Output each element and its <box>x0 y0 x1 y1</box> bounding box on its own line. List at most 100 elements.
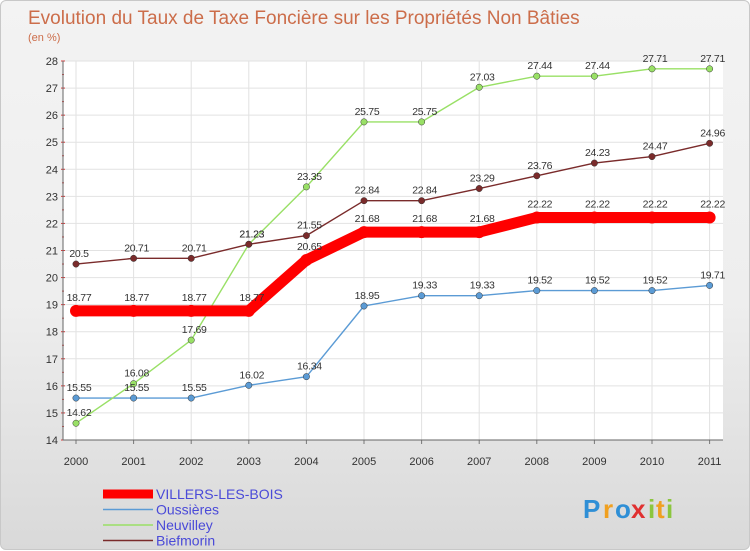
data-point <box>72 394 80 402</box>
x-tick-label: 2005 <box>352 456 376 468</box>
x-tick-label: 2006 <box>409 456 433 468</box>
logo-letter: i <box>666 494 673 524</box>
data-point <box>245 381 253 389</box>
x-tick-label: 2001 <box>121 456 145 468</box>
axes <box>61 60 723 444</box>
y-tick-label: 23 <box>46 191 58 203</box>
x-tick-label: 2011 <box>698 456 722 468</box>
data-point <box>590 287 598 295</box>
chart-subtitle: (en %) <box>28 32 60 44</box>
data-point <box>130 380 138 388</box>
data-point <box>418 197 426 205</box>
legend: VILLERS-LES-BOISOussièresNeuvilleyBiefmo… <box>103 486 283 549</box>
data-point <box>590 159 598 167</box>
x-tick-label: 2003 <box>237 456 261 468</box>
data-label: 27.71 <box>643 53 668 65</box>
data-point <box>187 254 195 262</box>
logo-letter: x <box>631 494 646 524</box>
x-tick-label: 2007 <box>467 456 491 468</box>
data-label: 14.62 <box>67 407 92 419</box>
data-label: 22.22 <box>700 198 725 210</box>
series-line-neuvilley <box>75 68 711 424</box>
data-label: 23.29 <box>470 173 495 185</box>
y-tick-label: 28 <box>46 56 58 68</box>
data-label: 21.68 <box>412 213 437 225</box>
y-tick-label: 26 <box>46 110 58 122</box>
data-point <box>533 72 541 80</box>
data-label: 18.77 <box>182 292 207 304</box>
data-label: 27.03 <box>470 71 495 83</box>
data-label: 20.65 <box>297 241 322 253</box>
data-point <box>187 336 195 344</box>
data-point <box>360 302 368 310</box>
data-label: 21.23 <box>239 228 264 240</box>
logo-letter: t <box>656 494 665 524</box>
data-point <box>130 254 138 262</box>
data-point <box>300 253 313 266</box>
data-point <box>72 260 80 268</box>
x-tick-label: 2002 <box>179 456 203 468</box>
data-point <box>533 287 541 295</box>
data-point <box>70 304 82 317</box>
data-point <box>358 226 370 239</box>
y-tick-label: 17 <box>46 354 58 366</box>
data-point <box>245 240 253 248</box>
data-label: 27.71 <box>700 53 725 65</box>
y-tick-label: 24 <box>46 164 58 176</box>
data-point <box>185 304 198 317</box>
logo-letter: r <box>603 494 613 524</box>
data-label: 23.35 <box>297 171 322 183</box>
data-label: 20.5 <box>69 248 89 260</box>
data-label: 21.68 <box>470 213 495 225</box>
y-tick-label: 20 <box>46 273 58 285</box>
data-point <box>703 211 716 224</box>
logo-letter: i <box>648 494 655 524</box>
data-labels: 18.77 18.77 18.77 18.77 20.65 21.68 21.68 21.68… <box>67 53 726 419</box>
data-point <box>533 172 541 180</box>
legend-label: Neuvilley <box>156 517 213 533</box>
data-point <box>475 185 483 192</box>
data-label: 24.47 <box>643 141 668 153</box>
y-tick-label: 14 <box>46 435 58 447</box>
data-point <box>475 292 483 300</box>
data-point <box>418 118 426 126</box>
data-point <box>706 139 714 147</box>
data-label: 18.77 <box>124 292 149 304</box>
data-point <box>646 211 658 224</box>
data-point <box>530 211 543 224</box>
x-tick-label: 2004 <box>294 456 318 468</box>
data-point <box>648 65 656 73</box>
x-axis-ticks: 2000 2001 2002 2003 2004 2005 2006 2007 2008 2009… <box>64 456 722 468</box>
x-tick-label: 2008 <box>525 456 549 468</box>
legend-label: VILLERS-LES-BOIS <box>156 486 283 502</box>
data-label: 19.52 <box>527 275 552 287</box>
data-label: 23.76 <box>527 160 552 172</box>
data-label: 25.75 <box>412 106 437 118</box>
data-label: 20.71 <box>124 242 149 254</box>
legend-label: Biefmorin <box>156 533 215 549</box>
data-point <box>360 118 368 126</box>
y-tick-label: 27 <box>46 83 58 95</box>
data-label: 20.71 <box>182 242 207 254</box>
series-line-villers-les-bois <box>70 211 716 317</box>
y-tick-label: 15 <box>46 408 58 420</box>
data-label: 27.44 <box>585 60 610 72</box>
data-point <box>648 287 656 295</box>
series-line-biefmorin <box>75 142 711 265</box>
logo-letter: P <box>583 494 600 524</box>
data-label: 22.84 <box>412 185 437 197</box>
data-point <box>590 72 598 80</box>
data-point <box>473 226 486 239</box>
data-label: 21.23 <box>239 228 264 240</box>
data-point <box>706 281 714 289</box>
data-label: 22.84 <box>355 185 380 197</box>
data-label: 15.55 <box>182 382 207 394</box>
data-point <box>415 226 428 239</box>
x-tick-label: 2010 <box>640 456 664 468</box>
data-label: 27.44 <box>527 60 552 72</box>
data-label: 19.71 <box>700 269 725 281</box>
y-tick-label: 18 <box>46 327 58 339</box>
data-point <box>418 292 426 300</box>
data-point <box>706 65 714 73</box>
